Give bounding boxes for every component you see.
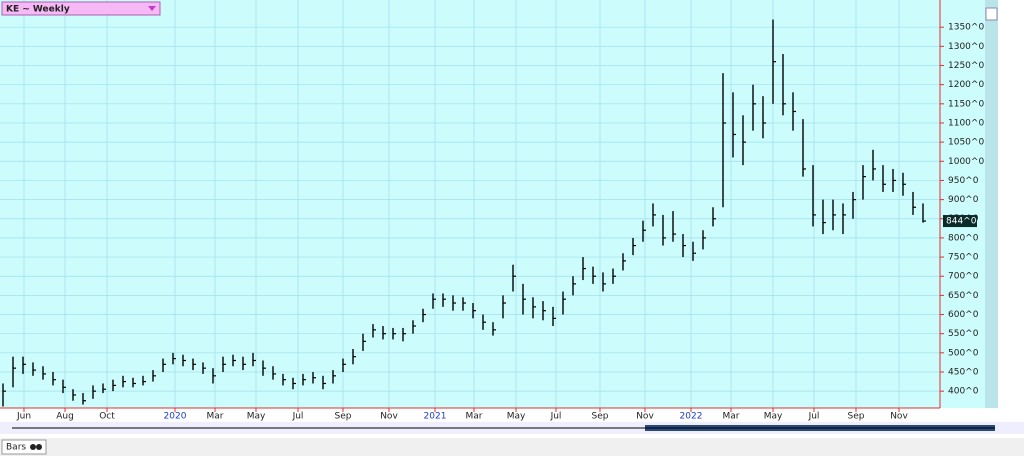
chart-title: KE ~ Weekly [6,5,70,15]
x-tick-label: Mar [723,412,740,422]
y-tick-label: 750^0 [948,253,979,263]
y-tick-label: 800^0 [948,233,979,243]
x-tick-label: May [247,412,266,422]
y-tick-label: 1350^0 [948,23,984,33]
y-tick-label: 1050^0 [948,138,984,148]
side-strip [985,0,998,408]
x-tick-label: May [507,412,526,422]
buy-sell-button[interactable] [985,7,998,21]
price-axis-area [940,0,985,408]
x-tick-label: Nov [380,412,398,422]
symbol-box[interactable] [1,1,161,16]
y-tick-label: 700^0 [948,272,979,282]
y-tick-label: 1100^0 [948,118,984,128]
x-tick-label: Jul [550,412,562,422]
x-tick-label: Mar [466,412,483,422]
last-price-box [943,215,977,228]
tab-icon [30,444,36,450]
y-tick-label: 1200^0 [948,80,984,90]
x-tick-label: Sep [335,412,352,422]
dropdown-arrow[interactable] [148,6,156,11]
x-tick-label: Nov [890,412,908,422]
y-tick-label: 1300^0 [948,42,984,52]
y-tick-label: 1250^0 [948,61,984,71]
y-tick-label: 400^0 [948,387,979,397]
tab-label: Bars [6,443,26,453]
x-tick-label: Jul [292,412,304,422]
y-tick-label: 600^0 [948,310,979,320]
x-tick-label: Jul [808,412,820,422]
x-tick-label: Nov [636,412,654,422]
x-tick-label: 2020 [164,412,187,422]
x-tick-label: Jun [16,412,31,422]
tab-icon [36,444,42,450]
x-tick-label: May [764,412,783,422]
x-tick-label: Mar [207,412,224,422]
y-tick-label: 1150^0 [948,99,984,109]
x-tick-label: 2021 [424,412,447,422]
x-tick-label: Oct [99,412,115,422]
x-tick-label: 2022 [680,412,703,422]
y-tick-label: 900^0 [948,195,979,205]
y-tick-label: 650^0 [948,291,979,301]
y-tick-label: 450^0 [948,367,979,377]
y-tick-label: 550^0 [948,329,979,339]
tab-bar [0,438,1024,456]
last-price-label: 844^0 [946,217,977,227]
x-tick-label: Aug [56,412,74,422]
tab[interactable] [1,439,47,455]
x-tick-label: Sep [592,412,609,422]
plot-area [0,0,940,408]
y-tick-label: 950^0 [948,176,979,186]
y-tick-label: 500^0 [948,348,979,358]
x-tick-label: Sep [848,412,865,422]
y-tick-label: 1000^0 [948,157,984,167]
